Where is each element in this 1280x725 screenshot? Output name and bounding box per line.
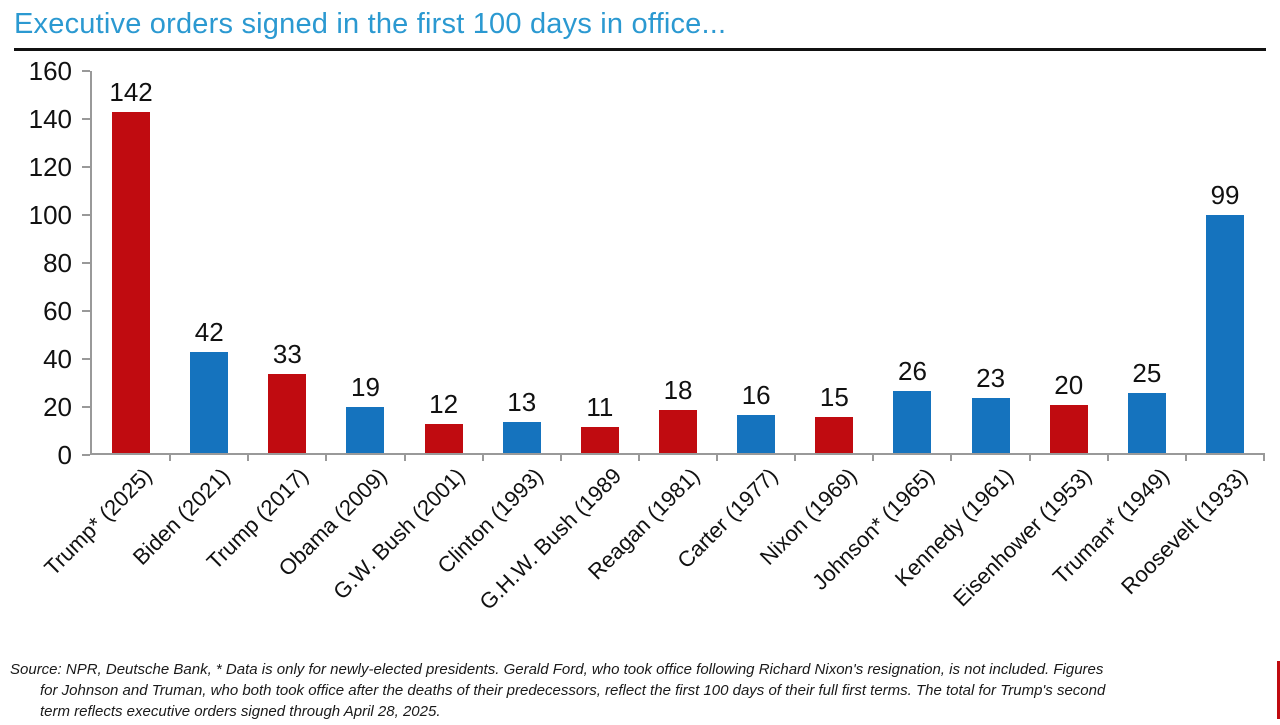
bar-slot: 16 bbox=[717, 71, 795, 453]
bar-slot: 11 bbox=[561, 71, 639, 453]
y-tick-mark bbox=[82, 214, 90, 216]
bar-Trump (2017) bbox=[268, 373, 307, 453]
bar-Johnson* (1965) bbox=[893, 390, 932, 453]
bar-value-label: 99 bbox=[1210, 180, 1240, 211]
bar-slot: 42 bbox=[170, 71, 248, 453]
bar-value-label: 26 bbox=[898, 355, 927, 386]
bar-value-label: 18 bbox=[663, 374, 693, 405]
x-tick-mark bbox=[169, 453, 172, 461]
bar-Reagan (1981) bbox=[659, 409, 698, 453]
y-tick-mark bbox=[82, 454, 90, 456]
bar-slot: 13 bbox=[483, 71, 561, 453]
x-tick-mark bbox=[716, 453, 719, 461]
bar-Obama (2009) bbox=[346, 407, 385, 453]
x-tick-mark bbox=[794, 453, 797, 461]
bar-value-label: 42 bbox=[194, 317, 224, 348]
bar-Roosevelt (1933) bbox=[1206, 215, 1245, 453]
bar-slot: 12 bbox=[405, 71, 483, 453]
bar-slot: 20 bbox=[1030, 71, 1108, 453]
x-axis-labels: Trump* (2025) Biden (2021) Trump (2017) Oba… bbox=[39, 455, 1264, 653]
bar-value-label: 19 bbox=[351, 372, 380, 403]
page-edge-marker bbox=[1277, 661, 1280, 719]
bar-value-label: 13 bbox=[507, 386, 537, 417]
bar-Eisenhower (1953) bbox=[1049, 405, 1088, 453]
bar-Clinton (1993) bbox=[502, 421, 541, 453]
bar-G.H.W. Bush (1989 bbox=[580, 426, 619, 453]
bar-slot: 18 bbox=[639, 71, 717, 453]
x-tick-mark bbox=[637, 453, 640, 461]
y-tick-label: 0 bbox=[57, 440, 72, 470]
y-tick-label: 120 bbox=[28, 152, 72, 182]
x-tick-mark bbox=[1028, 453, 1031, 461]
bar-value-label: 11 bbox=[586, 391, 614, 422]
footnote-line: term reflects executive orders signed th… bbox=[40, 703, 441, 720]
x-tick-mark bbox=[325, 453, 328, 461]
chart-page: Executive orders signed in the first 100… bbox=[0, 8, 1280, 725]
y-tick-mark bbox=[82, 118, 90, 120]
footnote-line: Source: NPR, Deutsche Bank, * Data is on… bbox=[10, 661, 1104, 678]
bar-Biden (2021) bbox=[190, 352, 229, 453]
y-axis: 0 20 40 60 80 100 120 140 160 bbox=[6, 58, 90, 468]
x-label-slot: Roosevelt (1933) bbox=[1116, 455, 1264, 653]
x-tick-mark bbox=[247, 453, 250, 461]
bar-value-label: 25 bbox=[1132, 358, 1162, 388]
y-tick-label: 80 bbox=[43, 248, 72, 278]
x-tick-mark bbox=[1184, 453, 1187, 461]
x-tick-mark bbox=[403, 453, 406, 461]
chart-title: Executive orders signed in the first 100… bbox=[14, 8, 727, 40]
bar-slot: 15 bbox=[795, 71, 873, 453]
source-footnote: Source: NPR, Deutsche Bank, * Data is on… bbox=[10, 659, 1266, 722]
bar-Trump* (2025) bbox=[112, 112, 151, 453]
bar-slot: 33 bbox=[248, 71, 326, 453]
y-tick-label: 100 bbox=[28, 200, 72, 230]
bars-row: 142 42 33 19 12 13 11 18 16 15 26 23 20 25 99 bbox=[92, 71, 1264, 453]
bar-value-label: 142 bbox=[109, 77, 153, 108]
y-tick-mark bbox=[82, 70, 90, 72]
bar-value-label: 23 bbox=[976, 362, 1006, 393]
bar-slot: 19 bbox=[326, 71, 404, 453]
y-tick-label: 40 bbox=[43, 344, 72, 374]
y-tick-mark bbox=[82, 310, 90, 312]
y-tick-label: 20 bbox=[43, 392, 72, 422]
bar-slot: 25 bbox=[1108, 71, 1186, 453]
bar-Truman* (1949) bbox=[1127, 393, 1166, 453]
bar-value-label: 33 bbox=[272, 338, 302, 369]
bar-value-label: 15 bbox=[819, 382, 849, 412]
x-tick-mark bbox=[559, 453, 562, 461]
y-tick-label: 140 bbox=[28, 104, 72, 134]
bar-chart: 0 20 40 60 80 100 120 140 160 142 42 33 19 12 13 11 18 1… bbox=[6, 58, 1265, 653]
x-tick-mark bbox=[1106, 453, 1109, 461]
bar-slot: 99 bbox=[1186, 71, 1264, 453]
y-tick-mark bbox=[82, 262, 90, 264]
x-tick-mark bbox=[950, 453, 953, 461]
bar-slot: 26 bbox=[873, 71, 951, 453]
bar-Carter (1977) bbox=[737, 414, 776, 453]
bar-value-label: 16 bbox=[741, 379, 771, 410]
x-tick-mark bbox=[481, 453, 484, 461]
x-tick-mark bbox=[1263, 453, 1265, 461]
x-tick-mark bbox=[872, 453, 875, 461]
chart-header: Executive orders signed in the first 100… bbox=[14, 8, 1266, 51]
bar-slot: 142 bbox=[92, 71, 170, 453]
y-tick-mark bbox=[82, 358, 90, 360]
bar-slot: 23 bbox=[952, 71, 1030, 453]
footnote-line: for Johnson and Truman, who both took of… bbox=[40, 682, 1106, 699]
y-tick-label: 60 bbox=[43, 296, 72, 326]
y-tick-label: 160 bbox=[28, 56, 72, 86]
plot-area: 142 42 33 19 12 13 11 18 16 15 26 23 20 25 99 bbox=[90, 71, 1265, 461]
bar-Kennedy (1961) bbox=[971, 397, 1010, 453]
bar-value-label: 12 bbox=[429, 389, 459, 420]
title-divider bbox=[14, 48, 1266, 51]
bar-Nixon (1969) bbox=[815, 417, 854, 453]
bar-G.W. Bush (2001) bbox=[424, 424, 463, 453]
bar-value-label: 20 bbox=[1054, 370, 1084, 400]
y-tick-mark bbox=[82, 166, 90, 168]
y-tick-mark bbox=[82, 406, 90, 408]
